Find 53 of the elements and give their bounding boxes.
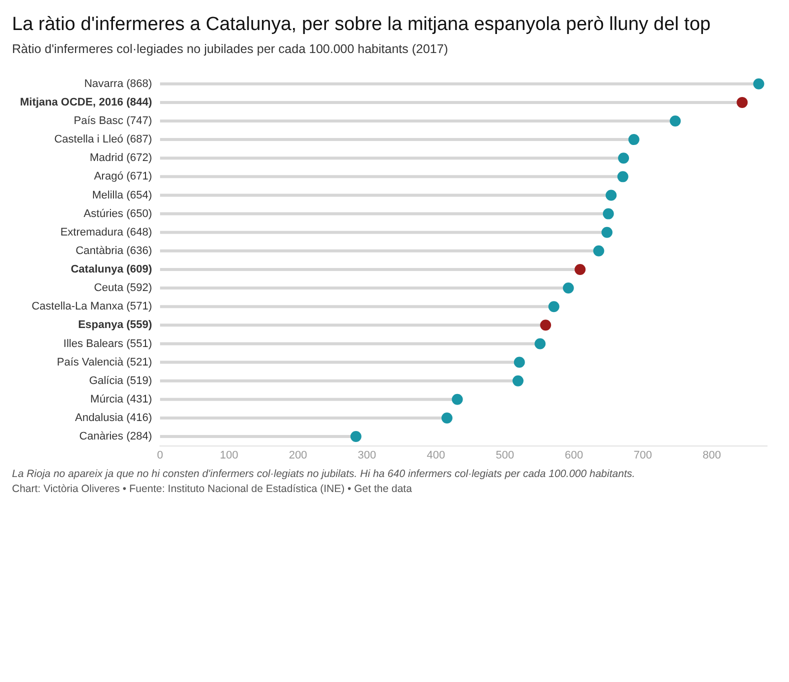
point	[601, 226, 612, 238]
x-tick-label: 400	[426, 449, 446, 462]
chart-subtitle: Ràtio d'infermeres col·legiades no jubilades per cada 100.000 habitants (2017)	[12, 42, 449, 56]
y-tick-label: Espanya (559)	[78, 319, 152, 332]
y-tick-label: Illes Balears (551)	[63, 338, 152, 350]
text: Chart: Victòria Oliveres • Fuente: Instituto Nacional de Estadística (INE) • Get the data	[12, 483, 413, 495]
y-tick-label: Catalunya (609)	[70, 264, 152, 276]
y-tick-label: Mitjana OCDE, 2016 (844)	[20, 96, 152, 108]
text: La Rioja no apareix ja que no hi consten d'infermers col·legiats no jubilats. Hi ha 640 infermers col·legiats per cada 100.000 habitants.	[12, 468, 636, 480]
y-tick-label: Melilla (654)	[92, 189, 152, 202]
point	[548, 301, 560, 312]
y-tick-label: Canàries (284)	[79, 430, 152, 443]
point	[540, 320, 552, 331]
point	[441, 412, 452, 424]
point	[736, 96, 748, 108]
y-tick-label: Castella i Lleó (687)	[54, 134, 152, 146]
y-tick-label: Ceuta (592)	[94, 282, 152, 294]
point	[350, 431, 362, 442]
x-tick-label: 500	[496, 449, 514, 462]
point	[534, 338, 546, 350]
y-tick-label: Extremadura (648)	[60, 226, 152, 238]
point	[753, 78, 764, 90]
y-tick-label: Andalusia (416)	[74, 412, 152, 424]
point	[593, 245, 604, 256]
point	[452, 394, 463, 405]
point	[602, 208, 614, 220]
y-tick-label: Navarra (868)	[84, 78, 152, 90]
y-tick-label: Múrcia (431)	[90, 393, 152, 406]
x-tick-label: 600	[564, 449, 584, 462]
y-tick-label: País Basc (747)	[74, 115, 152, 128]
chart-title: La ràtio d'infermeres a Catalunya, per sobre la mitjana espanyola però lluny del top	[12, 14, 712, 36]
y-tick-label: Castella-La Manxa (571)	[32, 300, 152, 313]
point	[514, 356, 525, 368]
y-tick-label: Astúries (650)	[84, 208, 152, 220]
point	[618, 152, 630, 164]
point	[628, 134, 640, 146]
point	[512, 375, 524, 386]
x-tick-label: 0	[156, 449, 164, 462]
y-tick-label: País Valencià (521)	[56, 356, 152, 368]
point	[670, 116, 681, 126]
point	[606, 190, 617, 201]
x-tick-label: 300	[358, 449, 376, 462]
y-tick-label: Madrid (672)	[90, 152, 152, 164]
y-tick-label: Cantàbria (636)	[76, 244, 152, 257]
x-tick-label: 200	[288, 449, 308, 462]
y-tick-label: Galícia (519)	[89, 374, 152, 387]
point	[574, 264, 586, 275]
x-tick-label: 700	[634, 449, 652, 462]
point	[617, 171, 628, 182]
point	[562, 282, 574, 294]
y-tick-label: Aragó (671)	[94, 170, 152, 183]
x-tick-label: 100	[220, 449, 238, 462]
x-tick-label: 800	[702, 449, 721, 462]
